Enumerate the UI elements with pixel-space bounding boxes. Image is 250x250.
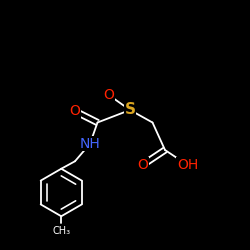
Text: OH: OH [177, 158, 198, 172]
Text: NH: NH [80, 137, 100, 151]
Text: O: O [103, 88, 114, 102]
Text: S: S [124, 102, 136, 118]
Text: CH₃: CH₃ [52, 226, 70, 236]
Text: O: O [70, 104, 80, 118]
Text: O: O [137, 158, 148, 172]
